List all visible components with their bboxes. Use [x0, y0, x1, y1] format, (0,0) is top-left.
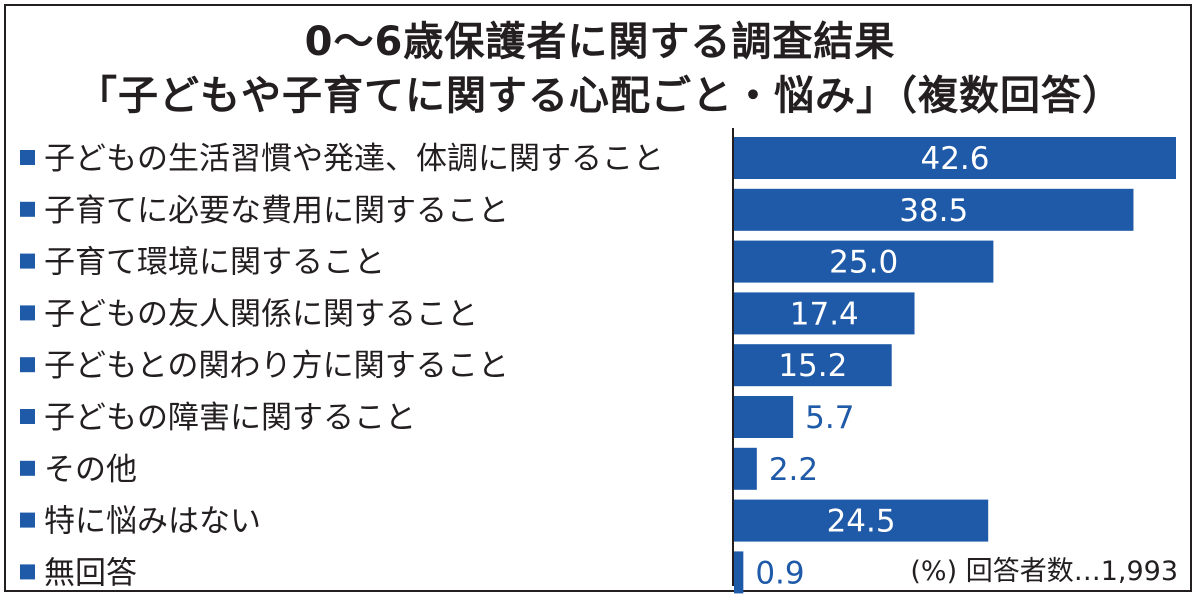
category-marker	[20, 512, 35, 528]
bar	[734, 137, 1176, 179]
bar-value-label: 17.4	[790, 296, 859, 332]
chart-subtitle: 「子どもや子育てに関する心配ごと・悩み」（複数回答）	[77, 73, 1123, 119]
bar	[734, 292, 915, 335]
category-marker	[20, 564, 35, 580]
bar-value-label: 25.0	[829, 245, 898, 281]
category-marker	[20, 201, 35, 217]
category-label: 子どもとの関わり方に関すること	[44, 348, 509, 384]
chart-title: 0〜6歳保護者に関する調査結果	[304, 19, 896, 65]
bar	[734, 396, 794, 438]
bar	[734, 188, 1134, 231]
category-label: 特に悩みはない	[44, 504, 261, 540]
category-label: 子育て環境に関すること	[44, 245, 385, 281]
category-label: 子どもの友人関係に関すること	[44, 296, 478, 332]
category-marker	[20, 409, 35, 424]
bar	[734, 240, 994, 283]
category-label: 子どもの生活習慣や発達、体調に関すること	[44, 141, 664, 177]
bar-value-label: 42.6	[920, 141, 989, 177]
category-marker	[20, 357, 35, 373]
respondents-footnote: (%) 回答者数…1,993	[910, 556, 1178, 587]
category-marker	[20, 305, 35, 321]
category-label: その他	[44, 452, 137, 488]
category-label: 無回答	[44, 555, 137, 591]
bar	[734, 551, 744, 594]
bar	[734, 447, 757, 490]
bar-value-label: 0.9	[755, 555, 804, 591]
category-label: 子どもの障害に関すること	[44, 400, 416, 436]
category-marker	[20, 253, 35, 269]
bar	[734, 499, 989, 542]
category-label: 子育てに必要な費用に関すること	[44, 193, 509, 229]
bar-value-label: 38.5	[899, 193, 968, 229]
category-marker	[20, 460, 35, 476]
bar-value-label: 2.2	[769, 452, 818, 488]
bar	[734, 344, 892, 387]
chart-frame	[4, 4, 1192, 592]
bar-value-label: 5.7	[805, 400, 854, 436]
bar-value-label: 24.5	[827, 504, 896, 540]
bar-value-label: 15.2	[778, 348, 847, 384]
category-marker	[20, 150, 35, 165]
